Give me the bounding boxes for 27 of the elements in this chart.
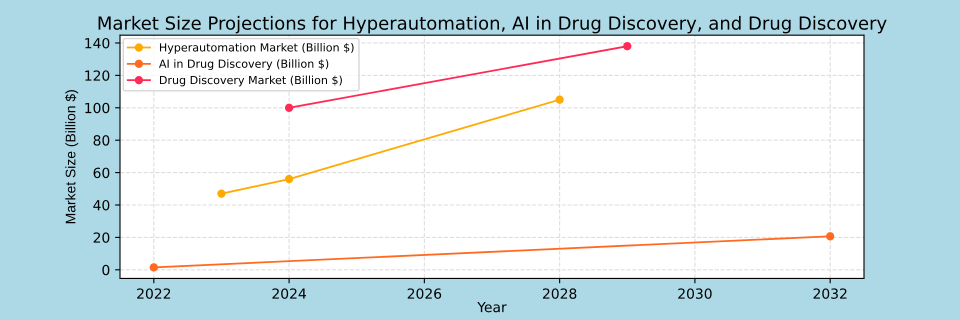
y-tick-label: 20 [94, 232, 110, 243]
x-tick-label: 2026 [408, 288, 442, 299]
point [826, 232, 834, 240]
legend-label: Hyperautomation Market (Billion $) [160, 42, 354, 54]
point [284, 174, 294, 184]
point [623, 42, 632, 50]
x-tick-label: 2028 [542, 288, 576, 299]
point [555, 96, 564, 104]
point [284, 104, 294, 112]
y-tick-label: 100 [85, 102, 110, 114]
x-axis-title: Year [477, 302, 507, 312]
x-tick-label: 2022 [137, 288, 170, 299]
y-tick-label: 40 [93, 200, 110, 210]
legend-label: Drug Discovery Market (Billion $) [160, 76, 342, 86]
y-tick-label: 80 [94, 135, 110, 146]
y-tick-label: 60 [94, 168, 110, 178]
y-tick-label: 0 [102, 264, 110, 276]
x-tick-label: 2024 [272, 288, 306, 299]
chart-title: Market Size Projections for Hyperautomation, AI in Drug Discovery, and Drug Discovery [98, 16, 887, 34]
point [217, 189, 226, 198]
y-tick-label: 140 [85, 38, 110, 48]
x-tick-label: 2030 [678, 288, 712, 299]
y-axis-title: Market Size (Billion $) [65, 90, 78, 224]
point [150, 263, 158, 272]
y-tick-label: 120 [85, 70, 110, 81]
x-tick-label: 2032 [814, 288, 846, 299]
legend-label: AI in Drug Discovery (Billion $) [158, 59, 328, 70]
